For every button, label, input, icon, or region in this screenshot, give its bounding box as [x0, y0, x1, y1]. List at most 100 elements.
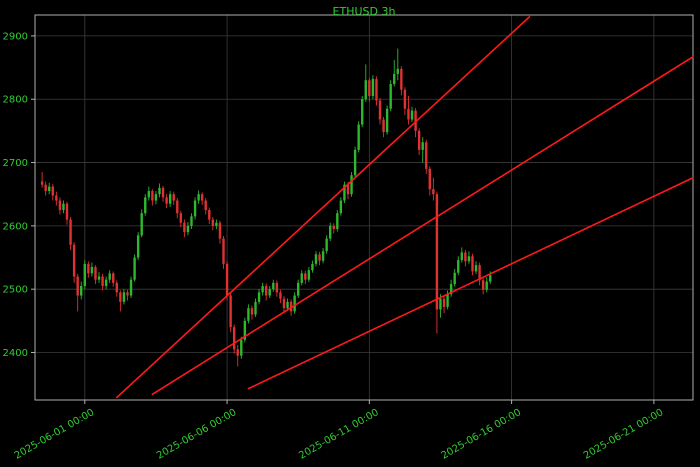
candle-body	[80, 286, 83, 296]
candle-body	[208, 210, 211, 220]
candle-body	[410, 110, 414, 120]
candle-body	[403, 89, 407, 109]
candle-body	[179, 213, 183, 223]
y-tick-label: 2400	[3, 348, 28, 359]
candle-body	[297, 282, 300, 296]
candle-body	[261, 286, 264, 293]
candle-body	[140, 213, 143, 236]
candle-body	[275, 282, 279, 293]
candle-body	[65, 203, 69, 220]
candle-body	[393, 73, 396, 85]
candle-body	[385, 108, 389, 133]
candle-body	[94, 267, 97, 280]
candle-body	[129, 279, 133, 296]
candle-body	[481, 280, 485, 290]
candle-body	[97, 276, 101, 280]
candle-body	[460, 252, 464, 261]
candle-body	[464, 252, 467, 262]
candle-body	[371, 78, 375, 97]
candle-body	[112, 273, 115, 283]
candle-body	[144, 197, 147, 214]
candle-body	[304, 273, 307, 280]
candle-body	[243, 320, 247, 340]
trendline	[116, 16, 531, 399]
candle-body	[446, 294, 449, 307]
candle-body	[346, 184, 350, 195]
candle-body	[257, 292, 261, 302]
candle-body	[115, 282, 119, 293]
candle-body	[176, 200, 179, 214]
candle-body	[101, 276, 104, 287]
candle-body	[190, 216, 193, 226]
candle-body	[158, 187, 161, 195]
candle-body	[218, 222, 222, 239]
candle-body	[321, 251, 325, 261]
candle-body	[325, 238, 328, 252]
candle-body	[428, 168, 431, 190]
candle-body	[282, 298, 286, 309]
candle-body	[350, 175, 353, 195]
candle-body	[193, 200, 197, 217]
candle-body	[186, 225, 190, 233]
trendline	[151, 55, 694, 396]
candle-body	[236, 349, 239, 356]
candle-body	[339, 200, 343, 214]
candle-body	[417, 130, 421, 150]
axes-border	[34, 14, 694, 401]
candle-body	[357, 124, 360, 150]
candle-body	[165, 197, 168, 204]
y-tick-label: 2900	[3, 31, 28, 42]
y-tick-label: 2700	[3, 158, 28, 169]
candle-body	[272, 282, 275, 290]
candle-body	[478, 265, 481, 281]
candle-body	[122, 292, 126, 302]
candle-body	[104, 279, 108, 287]
candle-body	[314, 254, 318, 264]
candle-body	[225, 263, 229, 296]
candle-body	[489, 275, 492, 282]
candle-body	[232, 327, 236, 350]
y-tick-label: 2500	[3, 285, 28, 296]
candle-body	[300, 273, 303, 283]
candle-body	[435, 194, 439, 310]
candle-body	[264, 286, 268, 296]
candle-body	[90, 267, 94, 274]
candle-body	[329, 225, 332, 239]
candle-body	[108, 273, 111, 280]
candle-body	[229, 295, 232, 328]
candle-body	[414, 110, 417, 131]
candle-body	[353, 149, 357, 176]
candle-body	[439, 298, 442, 310]
candle-body	[432, 189, 435, 195]
candle-body	[279, 292, 282, 299]
candle-body	[172, 194, 175, 201]
candle-body	[51, 186, 54, 196]
candle-body	[44, 184, 47, 192]
candle-body	[48, 186, 51, 192]
candle-body	[268, 289, 271, 296]
candle-body	[449, 284, 453, 295]
candle-body	[307, 270, 311, 280]
y-tick-label: 2600	[3, 221, 28, 232]
candle-body	[147, 191, 151, 198]
candle-body	[485, 281, 488, 290]
candle-body	[215, 222, 218, 226]
candle-body	[161, 187, 165, 198]
candle-body	[69, 219, 72, 245]
candle-body	[467, 256, 471, 262]
candle-body	[425, 142, 428, 169]
candle-body	[250, 308, 254, 315]
candle-body	[87, 263, 90, 274]
candle-body	[154, 194, 158, 201]
candle-body	[336, 213, 339, 230]
candle-body	[457, 260, 460, 273]
candle-body	[240, 339, 243, 356]
candle-body	[76, 276, 79, 296]
candle-body	[400, 68, 403, 90]
candle-body	[83, 263, 86, 287]
candle-body	[286, 301, 289, 309]
candle-body	[254, 301, 257, 315]
candle-body	[58, 200, 62, 211]
candle-body	[471, 256, 474, 272]
